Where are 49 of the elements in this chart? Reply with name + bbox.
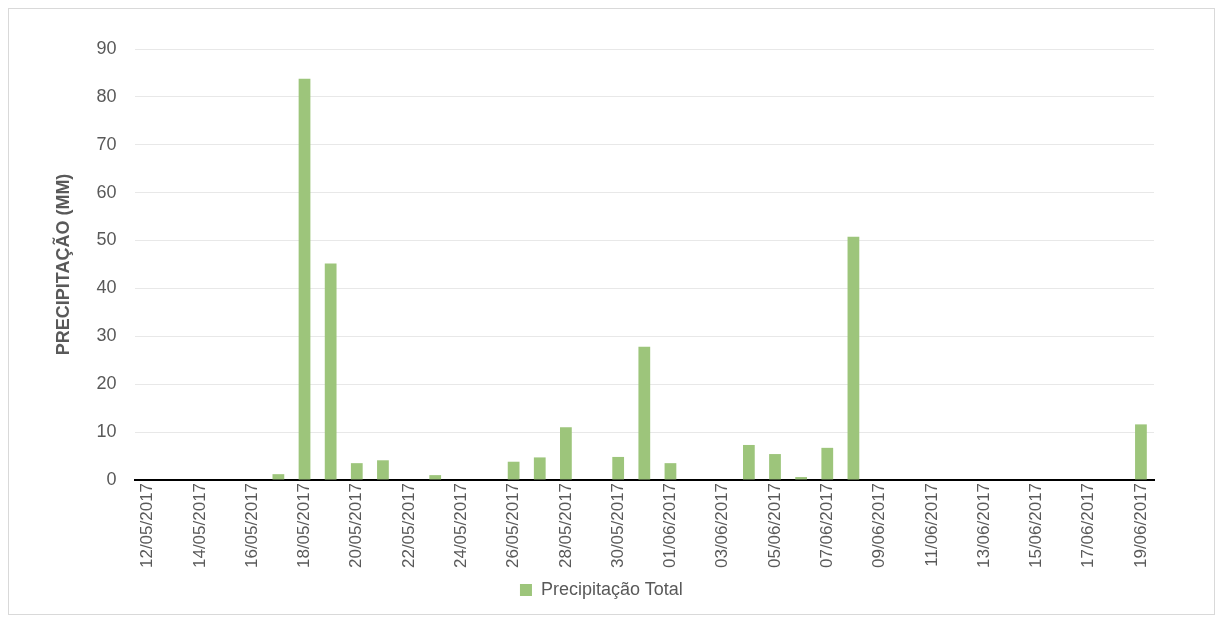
x-tick-label: 20/05/2017	[346, 482, 366, 569]
y-tick-label: 80	[96, 85, 117, 106]
x-tick-label: 28/05/2017	[555, 482, 575, 569]
y-axis-title: PRECIPITAÇÃO (MM)	[51, 173, 73, 356]
x-tick-label: 01/06/2017	[660, 482, 680, 569]
x-tick-label: 14/05/2017	[189, 482, 209, 569]
bar	[298, 78, 311, 480]
bar	[533, 457, 546, 480]
bar	[1135, 424, 1147, 480]
y-tick-label: 20	[96, 373, 117, 394]
bar	[560, 427, 572, 480]
bar	[821, 447, 834, 480]
bar	[847, 236, 860, 480]
bar	[350, 463, 363, 480]
x-tick-label: 15/06/2017	[1026, 482, 1046, 569]
bar	[742, 444, 755, 480]
bar	[612, 456, 625, 480]
x-tick-label: 17/06/2017	[1078, 482, 1098, 569]
x-tick-label: 12/05/2017	[137, 482, 157, 569]
x-tick-label: 26/05/2017	[503, 482, 523, 569]
bar	[272, 474, 285, 480]
y-tick-label: 60	[96, 181, 117, 202]
x-tick-label: 11/06/2017	[921, 482, 941, 567]
bar	[324, 263, 337, 480]
x-tick-label: 22/05/2017	[398, 482, 418, 569]
y-tick-label: 40	[96, 277, 117, 298]
y-tick-label: 0	[106, 468, 117, 489]
bar	[664, 463, 677, 480]
bar	[638, 346, 651, 480]
x-tick-label: 13/06/2017	[973, 482, 993, 569]
x-tick-label: 09/06/2017	[869, 482, 889, 569]
bar	[769, 454, 781, 480]
y-tick-label: 90	[96, 37, 117, 58]
bar	[429, 475, 442, 480]
x-tick-label: 05/06/2017	[764, 482, 784, 569]
bar	[377, 460, 389, 480]
x-tick-label: 03/06/2017	[712, 482, 732, 569]
x-tick-label: 24/05/2017	[451, 482, 471, 569]
y-tick-label: 70	[96, 133, 117, 154]
legend-label: Precipitação Total	[540, 578, 683, 599]
y-tick-label: 10	[96, 421, 117, 442]
x-tick-label: 07/06/2017	[816, 482, 836, 569]
y-tick-label: 50	[96, 229, 117, 250]
x-tick-label: 19/06/2017	[1130, 482, 1150, 569]
x-tick-label: 30/05/2017	[607, 482, 627, 569]
x-tick-label: 18/05/2017	[294, 482, 314, 569]
y-tick-label: 30	[96, 325, 117, 346]
x-tick-label: 16/05/2017	[241, 482, 261, 569]
bar	[507, 461, 520, 480]
